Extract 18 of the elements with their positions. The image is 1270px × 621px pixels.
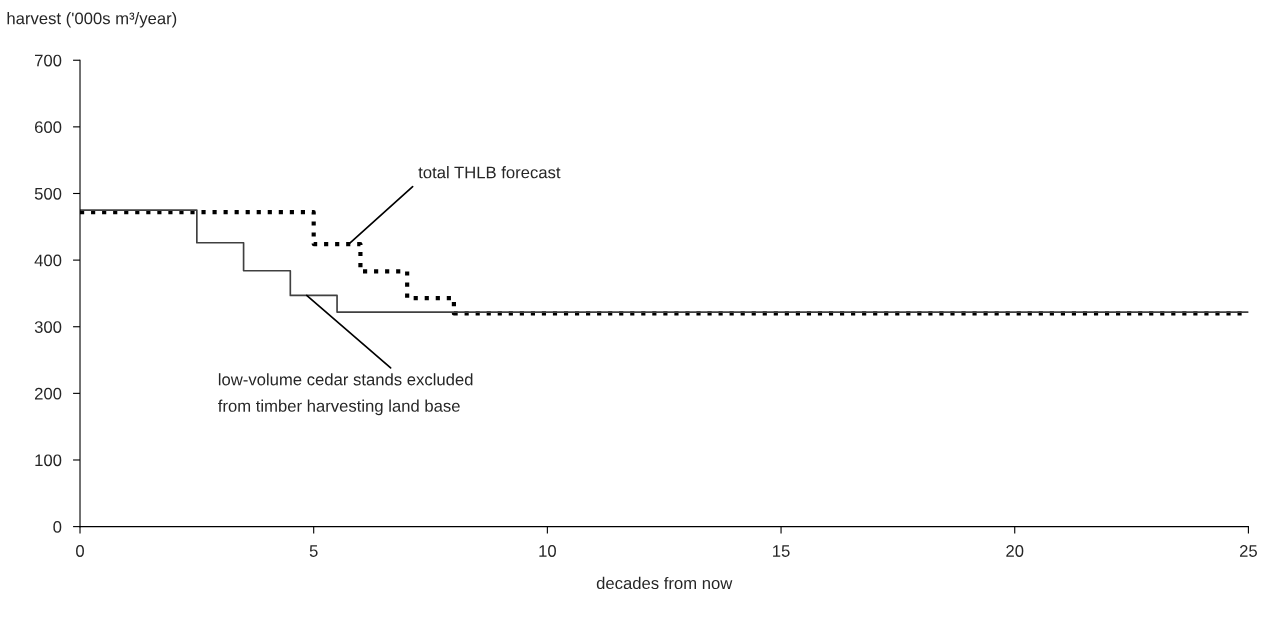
- y-tick-label: 200: [34, 387, 62, 400]
- y-tick-label: 0: [53, 521, 62, 533]
- y-tick-label: 500: [34, 187, 62, 200]
- y-axis-title: harvest ('000s m³/year): [7, 12, 177, 28]
- x-tick-label: 0: [76, 545, 84, 557]
- annotation: total THLB forecast: [418, 166, 561, 179]
- x-axis-title: decades from now: [596, 576, 733, 590]
- x-tick-label: 10: [539, 545, 556, 557]
- y-tick-label: 600: [35, 121, 62, 134]
- y-tick-label: 700: [35, 54, 62, 67]
- x-tick-label: 20: [1006, 545, 1024, 557]
- x-tick-label: 25: [1239, 545, 1257, 557]
- x-tick-label: 15: [773, 545, 790, 557]
- y-tick-label: 300: [34, 321, 62, 333]
- y-tick-label: 100: [35, 454, 62, 467]
- annotation: low-volume cedar stands excluded from timber harvesting land base: [218, 373, 473, 416]
- y-tick-label: 400: [34, 254, 62, 267]
- x-tick-label: 5: [309, 545, 318, 557]
